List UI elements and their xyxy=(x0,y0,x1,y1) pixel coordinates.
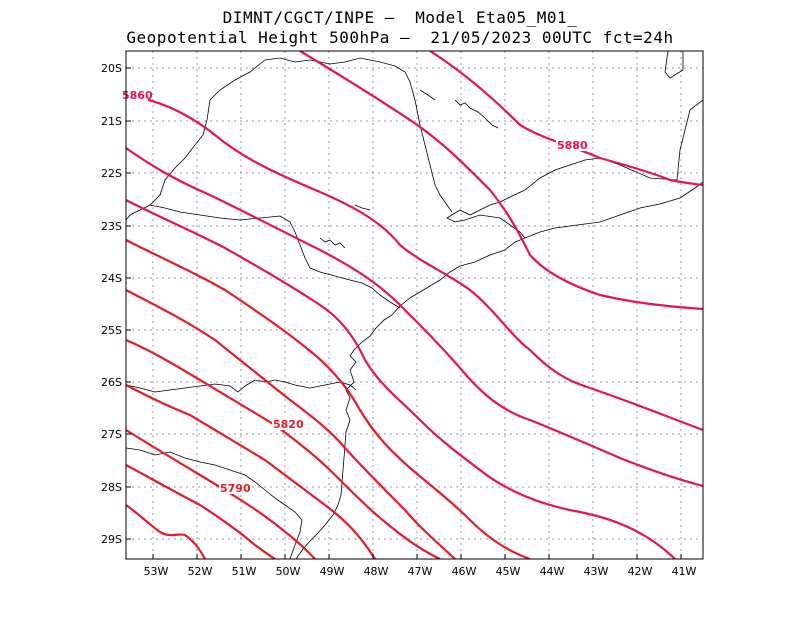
grid-lines xyxy=(126,51,703,559)
lon-label: 47W xyxy=(408,565,433,578)
lon-label: 50W xyxy=(276,565,301,578)
coastline-and-borders xyxy=(126,51,703,559)
state-border-3 xyxy=(149,204,401,309)
lat-label: 21S xyxy=(101,115,122,128)
lagoon-3 xyxy=(354,204,371,211)
contour-5800-line xyxy=(126,384,376,559)
lat-label: 27S xyxy=(101,428,122,441)
lat-label: 24S xyxy=(101,272,122,285)
state-border-4 xyxy=(126,379,357,393)
lon-label: 48W xyxy=(364,565,389,578)
contours-red xyxy=(126,239,531,559)
lat-label: 26S xyxy=(101,376,122,389)
contour-5810-line xyxy=(126,338,441,559)
contour-label-5860: 5860 xyxy=(122,89,153,102)
contour-5780-line xyxy=(126,464,276,559)
state-border-2 xyxy=(126,59,266,221)
lon-label: 41W xyxy=(672,565,697,578)
map-title-line-2: Geopotential Height 500hPa – 21/05/2023 … xyxy=(126,28,674,47)
lon-label: 52W xyxy=(188,565,213,578)
longitude-labels: 53W 52W 51W 50W 49W 48W 47W 46W 45W 44W … xyxy=(144,565,697,578)
contour-label-5790: 5790 xyxy=(220,482,251,495)
contour-5870-line xyxy=(299,51,703,311)
axis-ticks xyxy=(126,67,682,559)
contour-label-bg xyxy=(272,417,302,430)
contour-5840-line xyxy=(126,199,676,559)
contour-label-5880: 5880 xyxy=(557,139,588,152)
contour-5880-line xyxy=(429,51,703,187)
contour-5770-line xyxy=(126,504,206,559)
lon-label: 51W xyxy=(232,565,257,578)
lat-label: 25S xyxy=(101,324,122,337)
contour-label-5820: 5820 xyxy=(273,418,304,431)
lat-label: 20S xyxy=(101,62,122,75)
lon-label: 44W xyxy=(540,565,565,578)
contour-label-bg xyxy=(120,88,148,101)
contour-label-bg xyxy=(556,138,586,151)
lon-label: 45W xyxy=(496,565,521,578)
contour-5860-line xyxy=(126,93,703,432)
lat-label: 22S xyxy=(101,167,122,180)
lon-label: 42W xyxy=(628,565,653,578)
lat-label: 23S xyxy=(101,220,122,233)
plot-frame xyxy=(125,50,704,560)
contour-5830-line xyxy=(126,239,531,559)
map-title-line-1: DIMNT/CGCT/INPE – Model Eta05_M01_ xyxy=(222,8,578,27)
lon-label: 46W xyxy=(452,565,477,578)
lagoon-4 xyxy=(419,89,436,101)
lagoon-2 xyxy=(319,237,346,249)
contour-5820-line xyxy=(126,289,456,559)
lat-label: 29S xyxy=(101,533,122,546)
lagoon-1 xyxy=(454,99,499,129)
lon-label: 43W xyxy=(584,565,609,578)
state-border-5 xyxy=(126,447,303,559)
contours-magenta xyxy=(126,51,703,559)
coastline-east xyxy=(524,181,703,239)
state-border-1 xyxy=(264,57,453,213)
lon-label: 53W xyxy=(144,565,169,578)
lat-label: 28S xyxy=(101,481,122,494)
lon-label: 49W xyxy=(320,565,345,578)
latitude-labels: 20S 21S 22S 23S 24S 25S 26S 27S 28S 29S xyxy=(101,62,122,546)
contour-label-bg xyxy=(219,481,249,494)
contour-5850-line xyxy=(126,147,703,488)
